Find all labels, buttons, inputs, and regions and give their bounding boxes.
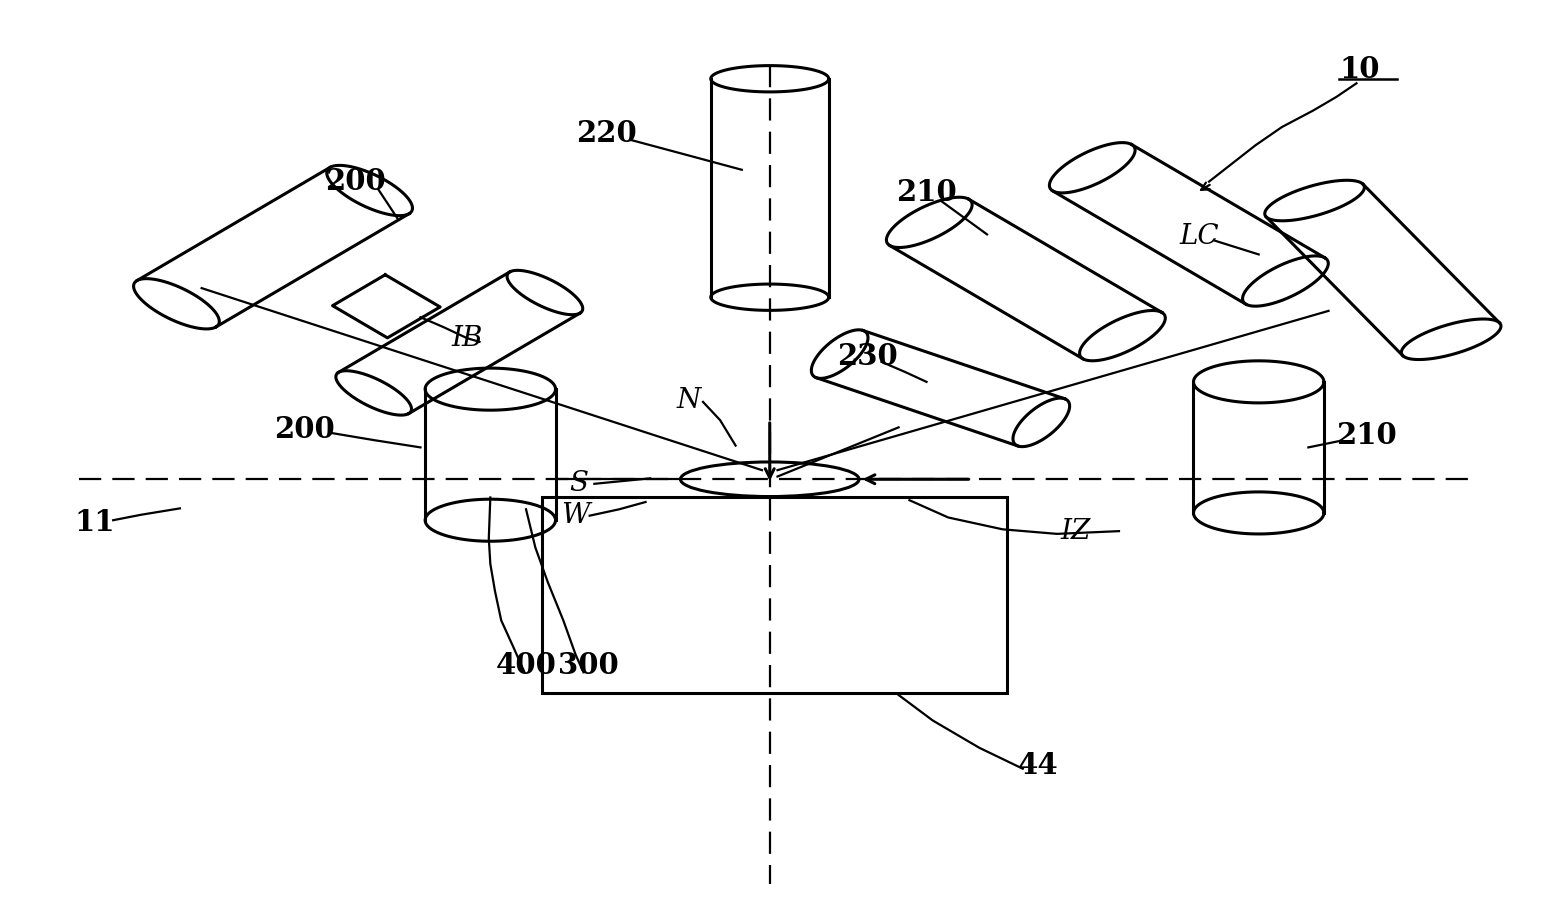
Text: IB: IB [451, 325, 482, 352]
Text: 400: 400 [496, 651, 557, 680]
Text: N: N [676, 386, 701, 414]
Text: 230: 230 [837, 341, 897, 371]
Text: S: S [569, 470, 588, 498]
Text: 11: 11 [75, 508, 115, 537]
Text: 210: 210 [1336, 421, 1396, 450]
Text: 200: 200 [325, 167, 386, 196]
Text: 10: 10 [1339, 55, 1379, 84]
Text: 300: 300 [558, 651, 619, 680]
Text: IZ: IZ [1061, 518, 1090, 545]
Text: 210: 210 [896, 178, 956, 207]
Text: 220: 220 [577, 119, 638, 148]
Text: W: W [561, 502, 589, 530]
Text: 44: 44 [1019, 751, 1059, 781]
Text: 200: 200 [274, 415, 334, 444]
Text: LC: LC [1180, 223, 1219, 250]
